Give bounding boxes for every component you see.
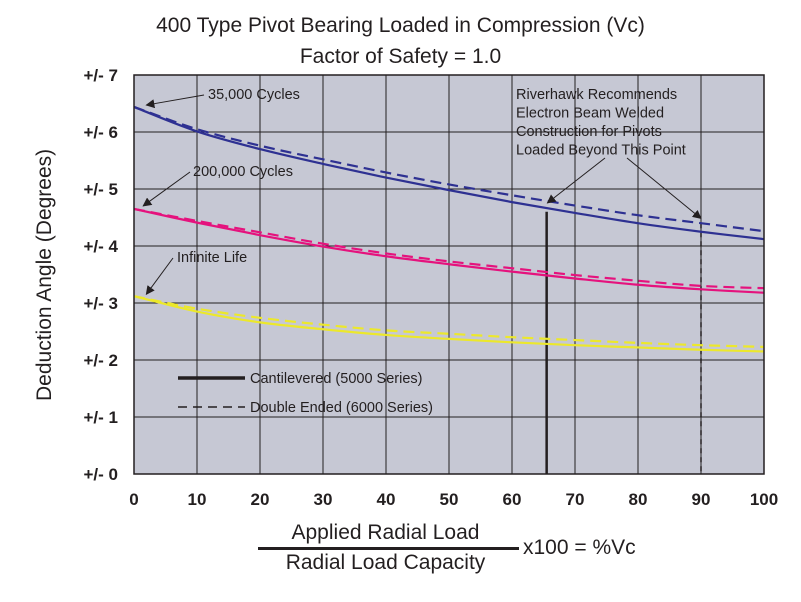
x-tick-label: 100 [750,490,778,509]
chart-title: 400 Type Pivot Bearing Loaded in Compres… [156,14,645,37]
recommendation-text: Loaded Beyond This Point [516,143,686,159]
x-axis-label-denominator: Radial Load Capacity [285,551,486,574]
x-tick-label: 90 [692,490,711,509]
annotation-label: Infinite Life [177,250,247,266]
y-tick-label: +/- 5 [84,180,119,199]
series-line [133,295,765,348]
legend-label: Cantilevered (5000 Series) [250,371,422,387]
y-tick-label: +/- 0 [84,465,119,484]
recommendation-text: Riverhawk Recommends [516,87,677,103]
annotation-arrow [145,257,174,296]
legend-label: Double Ended (6000 Series) [250,400,433,416]
annotation-label: 200,000 Cycles [193,164,293,180]
y-tick-label: +/- 6 [84,123,119,142]
x-tick-label: 80 [629,490,648,509]
series-line [133,207,765,290]
fraction-bar [258,547,519,550]
y-tick-label: +/- 4 [84,237,119,256]
series-line [133,295,765,353]
x-tick-label: 70 [566,490,585,509]
recommendation-arrow [546,157,606,204]
x-axis-label-suffix: x100 = %Vc [523,536,636,559]
annotation-arrow [145,94,205,109]
y-tick-label: +/- 7 [84,66,119,85]
recommendation-arrow [626,157,702,220]
series-line [133,105,765,241]
plot-frame [133,74,765,475]
y-tick-label: +/- 1 [84,408,119,427]
recommendation-text: Electron Beam Welded [516,106,664,122]
recommendation-text: Construction for Pivots [516,124,662,140]
annotation-arrow [142,171,191,207]
y-tick-label: +/- 2 [84,351,119,370]
x-tick-label: 60 [503,490,522,509]
x-tick-label: 50 [440,490,459,509]
series-line [133,105,765,233]
x-axis-label-numerator: Applied Radial Load [291,521,480,544]
x-tick-label: 40 [377,490,396,509]
y-tick-label: +/- 3 [84,294,119,313]
x-tick-label: 0 [129,490,138,509]
annotation-label: 35,000 Cycles [208,87,300,103]
chart-subtitle: Factor of Safety = 1.0 [299,45,502,68]
x-tick-label: 10 [188,490,207,509]
x-tick-label: 30 [314,490,333,509]
x-tick-label: 20 [251,490,270,509]
series-line [133,207,765,294]
